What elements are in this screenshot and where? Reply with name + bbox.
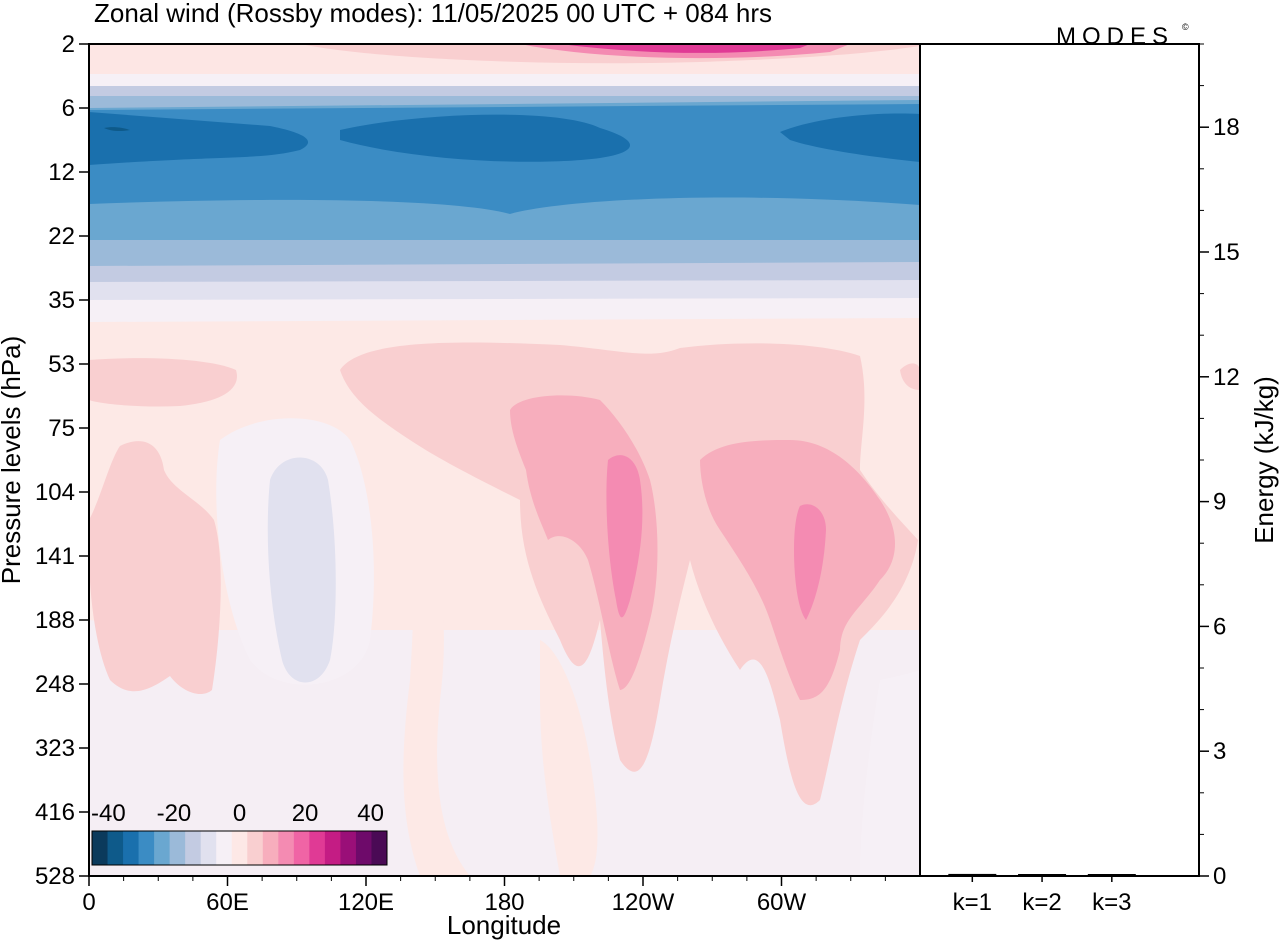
easterly-max-cell <box>104 127 130 132</box>
y-tick-label: 12 <box>48 159 75 186</box>
colorbar-swatch <box>340 831 357 865</box>
x-axis: 0 60E 120E 180 120W 60W <box>82 876 886 916</box>
strata-2 <box>89 86 920 96</box>
westerly-53hpa-west <box>89 358 237 407</box>
colorbar-swatch <box>107 831 124 865</box>
y-tick-label: 22 <box>48 223 75 250</box>
energy-tick-label: 15 <box>1213 239 1240 266</box>
easterly-core-east <box>780 113 920 162</box>
colorbar-swatch <box>262 831 279 865</box>
y-tick-label: 53 <box>48 351 75 378</box>
surface-patch-1 <box>403 520 470 876</box>
y-tick-label: 6 <box>62 95 75 122</box>
colorbar-frame <box>91 830 388 866</box>
chart-title: Zonal wind (Rossby modes): 11/05/2025 00… <box>94 0 772 28</box>
colorbar-swatch <box>371 831 388 865</box>
strata-7 <box>89 298 920 322</box>
colorbar-swatch <box>231 831 248 865</box>
colorbar-swatch <box>185 831 202 865</box>
energy-bar <box>948 873 997 876</box>
surface-patch-2 <box>860 670 920 876</box>
westerly-edge <box>900 363 920 390</box>
colorbar-swatch <box>247 831 264 865</box>
easterly-core-west <box>89 112 309 165</box>
colorbar-swatch <box>169 831 186 865</box>
westerly-20e <box>89 441 221 695</box>
x-axis-label: Longitude <box>447 910 561 940</box>
energy-tick-label: 6 <box>1213 613 1226 640</box>
colorbar-swatch <box>154 831 171 865</box>
x-tick-label: 120E <box>338 889 394 916</box>
energy-panel-frame <box>919 43 1200 877</box>
y-tick-label: 141 <box>35 543 75 570</box>
energy-tick-label: 9 <box>1213 489 1226 516</box>
colorbar-swatch <box>309 831 326 865</box>
y-tick-label: 188 <box>35 607 75 634</box>
energy-category-label: k=2 <box>1022 889 1061 916</box>
y-tick-label: 75 <box>48 415 75 442</box>
colorbar-swatch <box>293 831 310 865</box>
weak-easterly-90e-core <box>267 457 336 683</box>
y-axis: 2 6 12 22 35 53 75 104 141 188 248 323 416 528 <box>35 31 89 890</box>
westerly-jet-2-core <box>794 504 826 620</box>
colorbar-swatch <box>324 831 341 865</box>
y-tick-label: 2 <box>62 31 75 58</box>
energy-tick-label: 0 <box>1213 863 1226 890</box>
colorbar-swatch <box>123 831 140 865</box>
x-tick-label: 180 <box>484 889 524 916</box>
energy-axis: 0 3 6 9 12 15 18 <box>1199 43 1240 890</box>
x-tick-label: 60E <box>206 889 249 916</box>
energy-tick-label: 3 <box>1213 738 1226 765</box>
y-tick-label: 35 <box>48 287 75 314</box>
energy-bars: k=1 k=2 k=3 <box>948 873 1136 916</box>
contour-plot <box>89 44 920 876</box>
x-tick-label: 0 <box>82 889 95 916</box>
strata-1 <box>89 74 920 86</box>
y-tick-label: 104 <box>35 479 75 506</box>
y-axis-label: Pressure levels (hPa) <box>0 336 26 585</box>
surface-patch-3 <box>540 640 598 876</box>
colorbar-label: 0 <box>233 800 246 827</box>
colorbar-swatch <box>138 831 155 865</box>
colorbar-swatch <box>278 831 295 865</box>
brand-copyright-mark: © <box>1182 22 1189 32</box>
easterly-core-central <box>340 114 630 162</box>
energy-axis-label: Energy (kJ/kg) <box>1249 376 1279 544</box>
energy-category-label: k=1 <box>953 889 992 916</box>
energy-tick-label: 12 <box>1213 364 1240 391</box>
energy-bar <box>1087 874 1136 876</box>
colorbar-label: -40 <box>91 800 126 827</box>
energy-tick-label: 18 <box>1213 114 1240 141</box>
top-westerly-3 <box>560 44 810 53</box>
x-tick-label: 120W <box>612 889 675 916</box>
colorbar-swatch <box>355 831 372 865</box>
colorbar-label: 40 <box>357 800 384 827</box>
energy-category-label: k=3 <box>1092 889 1131 916</box>
colorbar-label: 20 <box>292 800 319 827</box>
colorbar-label: -20 <box>157 800 192 827</box>
colorbar: -40 -20 0 20 40 <box>91 800 388 866</box>
colorbar-swatch <box>216 831 233 865</box>
x-tick-label: 60W <box>757 889 807 916</box>
y-tick-label: 528 <box>35 863 75 890</box>
westerly-jet-1-core <box>606 455 643 618</box>
y-tick-label: 323 <box>35 735 75 762</box>
y-tick-label: 248 <box>35 671 75 698</box>
colorbar-swatch <box>200 831 217 865</box>
colorbar-swatch <box>92 831 109 865</box>
y-tick-label: 416 <box>35 799 75 826</box>
energy-bar <box>1018 874 1067 876</box>
